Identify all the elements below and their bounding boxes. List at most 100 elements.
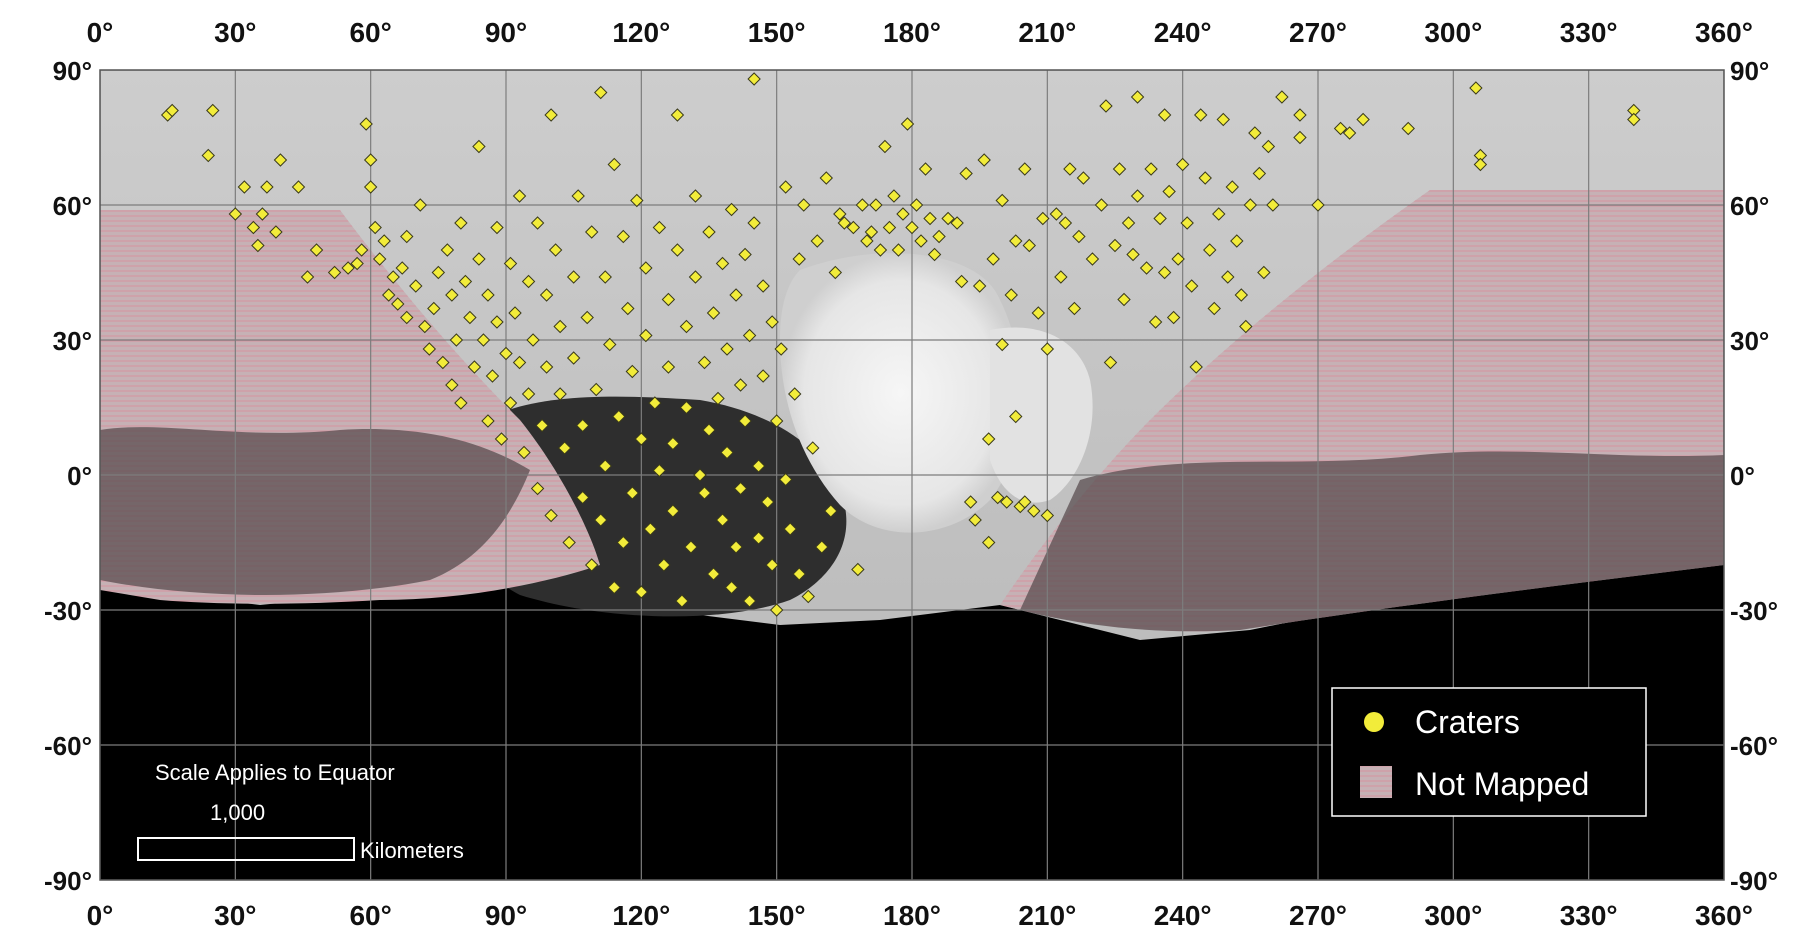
crater-point: [354, 243, 369, 257]
crater-point: [756, 369, 770, 383]
lon-tick-label-bottom: 330°: [1560, 900, 1618, 931]
crater-point: [914, 234, 928, 248]
crater-point: [300, 270, 315, 284]
crater-point: [851, 562, 865, 577]
crater-point: [350, 256, 364, 271]
crater-point: [454, 216, 468, 230]
crater-point: [1194, 108, 1208, 122]
scale-title: Scale Applies to Equator: [155, 760, 395, 785]
crater-point: [1126, 247, 1140, 262]
crater-point: [1239, 319, 1253, 334]
crater-point: [1040, 508, 1055, 523]
crater-point: [499, 346, 513, 361]
crater-point: [1189, 360, 1203, 374]
crater-point: [941, 211, 955, 226]
crater-point: [1261, 139, 1276, 154]
crater-point: [521, 274, 536, 289]
crater-point: [666, 436, 680, 451]
crater-point: [544, 108, 558, 122]
crater-point: [670, 243, 685, 257]
crater-point: [580, 310, 594, 325]
crater-point: [1058, 216, 1073, 230]
crater-point: [1018, 495, 1032, 509]
crater-point: [517, 445, 531, 460]
crater-point: [688, 270, 703, 284]
crater-point: [476, 333, 491, 347]
crater-point: [201, 148, 215, 163]
crater-point: [738, 247, 752, 262]
crater-point: [1293, 108, 1307, 122]
crater-point: [1627, 112, 1641, 127]
crater-point: [206, 103, 220, 118]
crater-point: [544, 508, 558, 523]
crater-point: [562, 535, 576, 550]
crater-point: [1166, 310, 1181, 325]
crater-point: [251, 238, 265, 253]
crater-point: [1175, 157, 1190, 172]
crater-point: [846, 220, 861, 235]
legend: Craters Not Mapped: [1331, 687, 1647, 817]
lon-tick-label-top: 330°: [1560, 17, 1618, 48]
crater-point: [291, 180, 306, 194]
crater-point: [1243, 198, 1258, 212]
crater-point: [697, 486, 712, 500]
crater-point: [634, 585, 649, 599]
crater-point: [1157, 108, 1172, 122]
crater-point: [1252, 166, 1267, 181]
graticule: [100, 70, 1724, 880]
lon-tick-label-bottom: 270°: [1289, 900, 1347, 931]
crater-point: [386, 270, 400, 284]
crater-point: [1257, 265, 1271, 280]
lon-tick-label-top: 300°: [1424, 17, 1482, 48]
not-mapped-west-dark: [100, 427, 530, 595]
crater-point: [769, 603, 784, 617]
crater-point: [1112, 162, 1127, 176]
crater-point: [815, 540, 829, 554]
lon-tick-label-top: 90°: [485, 17, 527, 48]
crater-point: [481, 414, 495, 428]
crater-point: [1121, 216, 1136, 230]
crater-point: [1221, 270, 1235, 284]
lon-tick-label-top: 360°: [1695, 17, 1753, 48]
crater-point: [923, 211, 937, 226]
crater-point: [1130, 90, 1145, 104]
crater-point: [959, 166, 973, 181]
crater-point: [639, 328, 653, 343]
crater-point: [801, 589, 815, 604]
crater-point: [566, 270, 581, 284]
crater-point: [1009, 409, 1023, 424]
legend-craters-label: Craters: [1415, 704, 1520, 740]
crater-point: [566, 351, 581, 365]
bright-region: [780, 253, 1022, 533]
crater-point: [1230, 234, 1244, 248]
crater-point: [760, 495, 775, 509]
crater-point: [756, 279, 770, 293]
crater-point: [418, 319, 432, 334]
crater-point: [1036, 211, 1050, 226]
crater-point: [165, 103, 179, 118]
crater-point: [1049, 207, 1064, 221]
crater-point: [828, 265, 843, 280]
crater-point: [720, 342, 734, 356]
crater-point: [702, 225, 716, 239]
crater-point: [702, 423, 716, 437]
crater-point: [706, 567, 721, 581]
map-frame: [99, 69, 1725, 881]
crater-point: [1067, 301, 1082, 316]
lon-tick-label-top: 210°: [1018, 17, 1076, 48]
crater-point: [679, 319, 694, 334]
crater-point: [1266, 198, 1280, 212]
legend-not-mapped-label: Not Mapped: [1415, 766, 1589, 802]
crater-point: [729, 288, 743, 302]
crater-point: [436, 355, 450, 370]
crater-point: [950, 216, 964, 230]
crater-point: [621, 301, 635, 316]
crater-point: [1130, 189, 1145, 203]
crater-point: [585, 558, 599, 572]
crater-point: [891, 243, 906, 257]
lon-tick-label-top: 150°: [748, 17, 806, 48]
crater-point: [1076, 171, 1091, 185]
crater-point: [981, 432, 996, 446]
crater-point: [372, 252, 387, 266]
